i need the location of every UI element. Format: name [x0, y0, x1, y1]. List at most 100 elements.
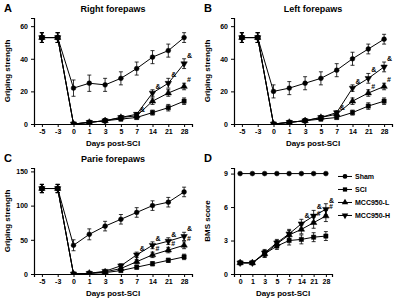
marker: [237, 261, 243, 267]
x-tick: 28: [322, 274, 330, 285]
y-tick: 6: [224, 204, 234, 211]
line: [42, 38, 184, 124]
error-bar: [182, 187, 186, 197]
legend-entry: Sham: [338, 173, 374, 180]
series: [238, 232, 328, 265]
marker: [150, 262, 154, 266]
series: [239, 33, 388, 124]
y-tick-label: 20: [220, 88, 228, 95]
error-bar-cap: [351, 65, 355, 66]
error-bar-cap: [182, 89, 186, 90]
x-tick-label: 3: [263, 278, 267, 285]
error-bar-cap: [319, 71, 323, 72]
x-tick-mark: [74, 274, 75, 277]
error-bar-cap: [40, 42, 44, 43]
x-tick-label: 5: [319, 128, 323, 135]
x-tick: 5: [119, 274, 123, 285]
error-bar-cap: [151, 241, 155, 242]
x-tick-mark: [305, 124, 306, 127]
x-tick: 21: [165, 124, 173, 135]
error-bar-cap: [135, 252, 139, 253]
series: [39, 184, 188, 274]
error-bar-cap: [324, 240, 328, 241]
error-bar: [182, 98, 186, 105]
error-bar-cap: [299, 233, 303, 234]
x-tick-mark: [314, 274, 315, 277]
error-bar-cap: [119, 84, 123, 85]
error-bar: [312, 233, 316, 242]
title: Right forepaws: [80, 4, 145, 14]
panel-label: C: [4, 152, 12, 164]
x-tick-label: 28: [322, 278, 330, 285]
x-tick-label: -3: [55, 278, 61, 285]
marker: [274, 241, 280, 247]
x-tick-label: -5: [39, 278, 45, 285]
figure: Right forepaws-5-3013571421280204060Days…: [0, 0, 400, 300]
x-axis-line: [35, 275, 193, 278]
y-tick-mark: [31, 206, 34, 207]
error-bar-cap: [366, 53, 370, 54]
series: [39, 33, 188, 124]
error-bar-cap: [256, 32, 260, 33]
error-bar: [182, 254, 186, 259]
y-tick-label: 6: [224, 204, 228, 211]
marker: [133, 112, 139, 118]
marker: [165, 89, 171, 95]
error-bar-cap: [299, 234, 303, 235]
y-tick: 40: [220, 56, 234, 63]
legend-label: Sham: [355, 173, 374, 180]
error-bar-cap: [182, 68, 186, 69]
x-tick-label: 5: [119, 278, 123, 285]
legend-marker: [343, 187, 347, 191]
x-tick-mark: [265, 274, 266, 277]
y-tick: 0: [24, 271, 34, 278]
x-tick-label: 5: [119, 128, 123, 135]
error-bar-cap: [382, 71, 386, 72]
x-tick-mark: [301, 274, 302, 277]
marker: [149, 91, 155, 97]
error-bar-cap: [299, 243, 303, 244]
marker: [270, 122, 276, 124]
marker: [182, 99, 186, 103]
x-tick-mark: [42, 124, 43, 127]
error-bar-cap: [351, 104, 355, 105]
error-bar-cap: [256, 32, 260, 33]
error-bar-cap: [382, 89, 386, 90]
error-bar-cap: [312, 232, 316, 233]
x-tick: -5: [39, 274, 45, 285]
error-bar: [151, 262, 155, 266]
x-tick: 7: [288, 274, 292, 285]
x-tick-mark: [74, 124, 75, 127]
marker: [249, 261, 255, 267]
y-axis-line: [31, 19, 35, 125]
marker: [182, 35, 187, 40]
y-tick-mark: [31, 26, 34, 27]
x-tick: 5: [119, 124, 123, 135]
line: [240, 236, 326, 263]
y-tick-mark: [31, 171, 34, 172]
y-tick: 40: [20, 56, 34, 63]
y-tick: 20: [20, 88, 34, 95]
series: [240, 33, 386, 124]
marker: [287, 171, 292, 176]
annotation: &: [371, 66, 376, 73]
error-bar-cap: [151, 210, 155, 211]
y-tick-label: 60: [220, 23, 228, 30]
error-bar: [366, 44, 370, 54]
marker: [250, 171, 255, 176]
error-bar: [135, 265, 139, 269]
panel: Parie forepaws-5-301357142128050100150Da…: [3, 154, 193, 298]
y-tick-mark: [31, 124, 34, 125]
marker: [166, 48, 171, 53]
panel-label: D: [204, 152, 212, 164]
x-tick-label: 0: [72, 128, 76, 135]
y-tick: 3: [224, 237, 234, 244]
x-tick: 7: [335, 124, 339, 135]
error-bar-cap: [382, 44, 386, 45]
annotation: &: [171, 71, 176, 78]
series: [39, 184, 188, 274]
x-axis: 01357142128: [235, 274, 333, 285]
error-bar-cap: [335, 63, 339, 64]
series: [239, 33, 388, 124]
error-bar: [319, 72, 323, 85]
